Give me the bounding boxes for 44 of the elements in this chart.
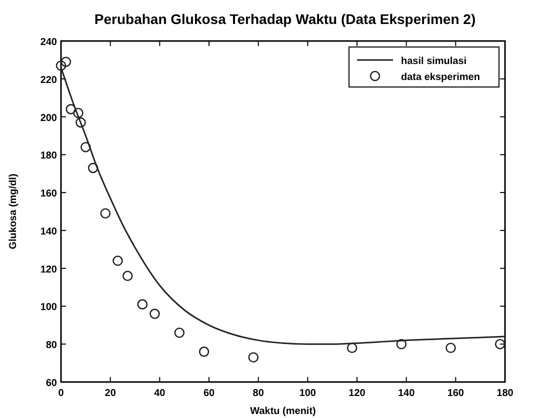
y-tick-label: 100 bbox=[40, 302, 58, 314]
point bbox=[73, 108, 84, 118]
point bbox=[248, 352, 259, 363]
y-tick-label: 120 bbox=[40, 264, 58, 276]
chart-title: Perubahan Glukosa Terhadap Waktu (Data Eksperimen 2) bbox=[94, 11, 476, 27]
x-axis-title: Waktu (menit) bbox=[250, 406, 316, 417]
x-tick-label: 140 bbox=[398, 388, 416, 399]
point bbox=[150, 308, 160, 319]
x-tick-label: 40 bbox=[154, 388, 166, 399]
x-tick-label: 20 bbox=[104, 388, 116, 399]
x-tick-label: 160 bbox=[447, 388, 464, 399]
x-tick-label: 0 bbox=[58, 388, 64, 399]
x-tick-label: 180 bbox=[496, 388, 514, 399]
y-tick-label: 200 bbox=[40, 112, 58, 124]
point bbox=[80, 142, 91, 152]
legend-label: data eksperimen bbox=[401, 72, 480, 83]
point bbox=[76, 117, 86, 128]
y-tick-label: 240 bbox=[40, 37, 58, 48]
y-tick-label: 160 bbox=[40, 188, 58, 200]
x-tick-label: 60 bbox=[203, 388, 215, 399]
y-tick-label: 220 bbox=[40, 74, 58, 86]
x-tick-label: 120 bbox=[348, 388, 366, 399]
point bbox=[88, 162, 98, 174]
y-tick-label: 60 bbox=[46, 378, 58, 389]
x-tick-label: 100 bbox=[299, 388, 316, 399]
legend-label: hasil simulasi bbox=[401, 56, 467, 67]
point bbox=[396, 338, 407, 350]
point bbox=[174, 328, 185, 338]
point bbox=[137, 299, 148, 310]
point bbox=[100, 208, 111, 219]
point bbox=[60, 56, 72, 67]
point bbox=[494, 338, 506, 350]
y-axis-title: Glukosa (mg/dl) bbox=[8, 174, 19, 250]
y-tick-label: 180 bbox=[40, 150, 58, 162]
point bbox=[122, 270, 133, 282]
point bbox=[112, 256, 123, 266]
point bbox=[446, 342, 456, 354]
y-tick-label: 80 bbox=[46, 340, 58, 352]
point bbox=[56, 60, 66, 71]
y-tick-label: 140 bbox=[40, 226, 58, 238]
x-tick-label: 80 bbox=[252, 388, 264, 399]
point bbox=[66, 104, 76, 114]
point bbox=[198, 346, 210, 357]
point bbox=[346, 342, 358, 354]
